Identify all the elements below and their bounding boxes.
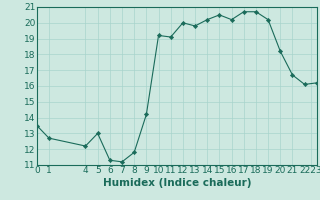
- X-axis label: Humidex (Indice chaleur): Humidex (Indice chaleur): [102, 178, 251, 188]
